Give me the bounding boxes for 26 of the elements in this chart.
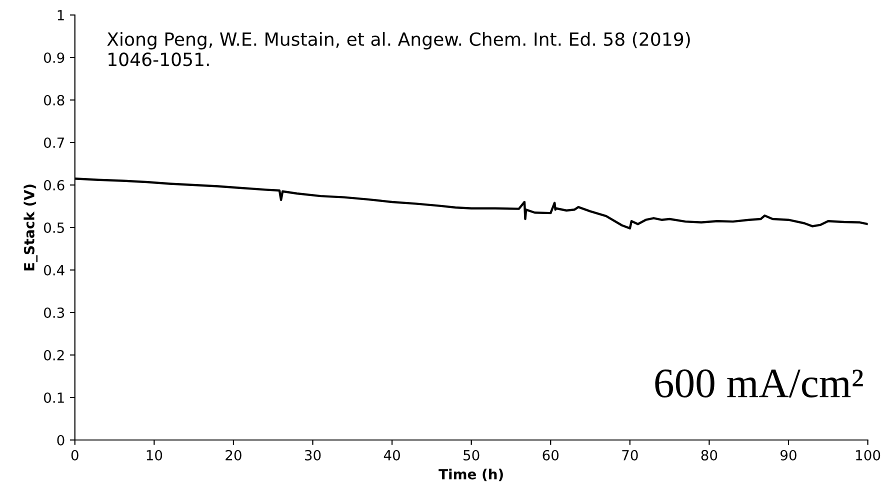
x-tick-label: 30 bbox=[304, 450, 321, 460]
y-tick-label: 0.8 bbox=[44, 94, 64, 106]
y-axis-title: E_Stack (V) bbox=[24, 184, 38, 270]
x-tick-label: 90 bbox=[780, 450, 796, 460]
annotation: 600 mA/cm² bbox=[655, 369, 863, 398]
x-tick-label: 10 bbox=[146, 450, 162, 460]
x-tick-label: 80 bbox=[701, 450, 718, 460]
y-tick-label: 0.4 bbox=[44, 264, 64, 276]
x-tick-label: 40 bbox=[384, 450, 400, 460]
y-tick-label: 0.9 bbox=[44, 52, 64, 63]
x-axis-title: Time (h) bbox=[438, 468, 503, 482]
x-tick-label: 50 bbox=[464, 450, 480, 460]
y-tick-label: 0.1 bbox=[44, 392, 64, 403]
y-tick-label: 0.3 bbox=[44, 307, 64, 318]
x-tick-label: 60 bbox=[542, 450, 559, 460]
x-tick-label: 70 bbox=[622, 450, 638, 460]
y-tick-label: 0.7 bbox=[44, 137, 64, 148]
x-tick-label: 0 bbox=[71, 450, 78, 460]
y-tick-label: 0.2 bbox=[44, 350, 64, 360]
annotation: Xiong Peng, W.E. Mustain, et al. Angew. Chem. Int. Ed. 58 (2019) 1046-1051. bbox=[107, 32, 690, 66]
y-tick-label: 0 bbox=[57, 434, 64, 446]
y-tick-label: 0.5 bbox=[44, 222, 64, 233]
x-tick-label: 100 bbox=[856, 450, 880, 460]
y-tick-label: 1 bbox=[58, 10, 64, 20]
x-tick-label: 20 bbox=[226, 450, 242, 460]
y-tick-label: 0.6 bbox=[44, 180, 64, 190]
